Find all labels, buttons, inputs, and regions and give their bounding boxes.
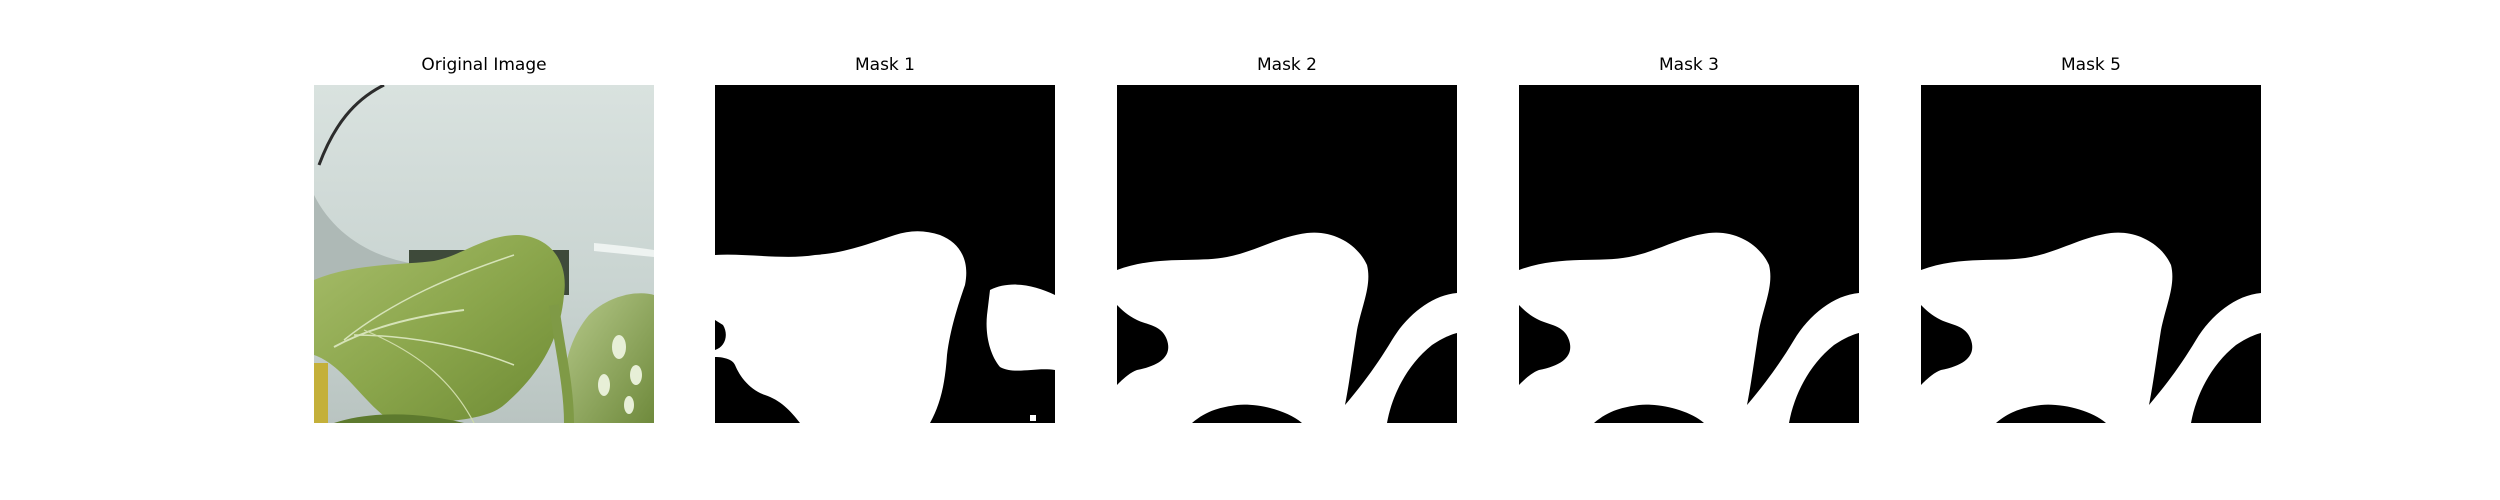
leaf-spot: [630, 365, 642, 385]
right-leaf: [564, 293, 654, 423]
stem: [549, 304, 574, 423]
dark-arc: [317, 85, 385, 166]
leaf-spot: [612, 335, 626, 359]
leaf-spot: [598, 374, 610, 396]
pot-rim-shadow: [314, 195, 424, 285]
panel-title: Mask 1: [854, 55, 915, 75]
leaf-spot: [624, 396, 634, 414]
mask-region-right: [986, 284, 1055, 371]
mask-5-image: [1921, 85, 2261, 423]
mask-1-image: [715, 85, 1055, 423]
mask-speck: [1030, 415, 1036, 421]
leaf-vein-4: [363, 329, 475, 423]
leaf-vein-3: [353, 334, 515, 366]
original-image: [314, 85, 654, 423]
bottom-leaf: [334, 414, 464, 423]
mask-3-image: [1519, 85, 1859, 423]
mask-hole: [1387, 333, 1457, 423]
panel-title: Mask 5: [2060, 55, 2121, 75]
mask-2-image: [1117, 85, 1457, 423]
mask-region: [1117, 232, 1457, 423]
highlight-streak: [594, 243, 654, 257]
panel-title: Original Image: [421, 55, 547, 75]
yellow-stem: [314, 363, 328, 423]
mask-region: [1921, 232, 2261, 423]
mask-region-main: [715, 231, 967, 423]
mask-hole: [1789, 333, 1859, 423]
mask-region: [1519, 232, 1859, 423]
main-leaf: [314, 235, 565, 423]
panel-title: Mask 2: [1256, 55, 1317, 75]
leaf-vein-2: [343, 254, 515, 341]
mask-hole: [2191, 333, 2261, 423]
panel-title: Mask 3: [1658, 55, 1719, 75]
leaf-vein-1: [333, 309, 465, 348]
